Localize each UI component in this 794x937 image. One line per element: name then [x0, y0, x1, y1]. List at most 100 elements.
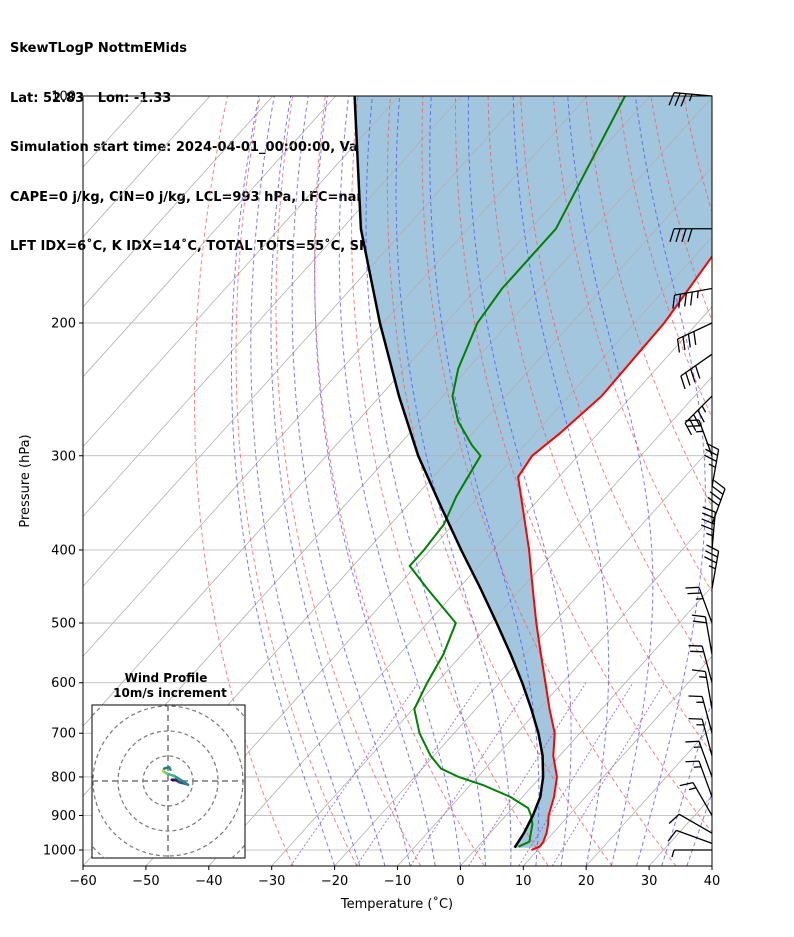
isotherm-line [711, 865, 712, 866]
wind-barb [685, 760, 713, 798]
wind-barb-flag [684, 292, 688, 307]
dry-adiabat-line [235, 96, 358, 866]
wind-barb-flag [685, 419, 700, 422]
isotherm-line [334, 446, 712, 866]
y-tick-label: 400 [51, 543, 76, 558]
wind-barb-flag [685, 760, 700, 763]
wind-barb-shaft [677, 322, 713, 340]
x-tick-label: −20 [321, 874, 348, 889]
wind-barb-shaft [701, 645, 713, 683]
wind-barb-flag [681, 228, 687, 242]
moist-adiabat-line [231, 96, 336, 866]
dry-adiabat-line [275, 96, 422, 866]
pressure-gridlines [83, 96, 712, 851]
moist-adiabat-line [686, 791, 712, 866]
wind-barb [685, 419, 713, 456]
wind-barb-half-flag [688, 94, 693, 102]
wind-barb-flag [701, 512, 716, 519]
x-tick-label: −50 [132, 874, 159, 889]
wind-barb-shaft [680, 353, 713, 377]
wind-barb-flag [707, 496, 720, 507]
isotherm-line [83, 96, 651, 727]
mixing-ratio-lines [290, 682, 665, 866]
isotherm-line [83, 96, 462, 518]
moist-adiabat-line [250, 96, 361, 866]
wind-barb [668, 92, 713, 107]
wind-barb-shaft [698, 587, 713, 624]
cin-shaded-area [354, 96, 712, 848]
wind-barb-flag [713, 480, 726, 490]
isotherm-line [397, 515, 712, 866]
wind-barbs [667, 92, 726, 858]
moist-adiabat-line [512, 96, 610, 866]
wind-barb-shaft [678, 813, 713, 834]
moist-adiabat-line [429, 96, 540, 866]
wind-barb-flag [682, 336, 686, 351]
wind-barb [688, 717, 713, 756]
y-tick-label: 800 [51, 770, 76, 785]
wind-barb-flag [704, 556, 717, 564]
wind-barb-flag [690, 368, 696, 383]
wind-barb-flag [704, 454, 717, 462]
wind-barb [668, 813, 713, 834]
wind-barb [688, 695, 713, 734]
y-tick-label: 100 [51, 90, 76, 105]
hodograph-trace-segment [165, 772, 176, 778]
wind-barb [672, 287, 713, 309]
x-axis-ticks: −60 −50 −40 −30 −20 −10 0 10 20 30 40 [69, 866, 720, 889]
wind-barb-half-flag [688, 787, 697, 791]
wind-barb-flag [667, 830, 677, 842]
wind-barb-shaft [698, 760, 713, 798]
y-tick-label: 300 [51, 449, 76, 464]
dry-adiabat-line [650, 96, 712, 322]
hodograph-plot [92, 705, 245, 858]
wind-barb-flag [693, 331, 697, 345]
wind-barb-flag [711, 485, 724, 495]
chart-title: SkewTLogP NottmEMids [10, 41, 188, 56]
isotherm-line [83, 96, 211, 238]
mixing-ratio-line [355, 682, 481, 866]
sounding-profiles [353, 96, 712, 851]
wind-barb-flag [680, 375, 686, 390]
hodograph-title: Wind Profile [125, 671, 208, 685]
wind-barb-shaft [704, 616, 713, 655]
x-tick-label: 30 [641, 874, 658, 889]
wind-barb-flag [691, 614, 706, 618]
moist-adiabat-line [711, 864, 712, 866]
wind-barb-flag [674, 92, 681, 107]
isotherm-line [585, 725, 712, 866]
dry-adiabat-line [314, 96, 485, 866]
mixing-ratio-line [468, 682, 587, 866]
x-tick-label: 10 [515, 874, 532, 889]
wind-barb [688, 644, 713, 683]
wind-barb-half-flag [693, 766, 702, 768]
y-tick-label: 700 [51, 727, 76, 742]
mixing-ratio-line [290, 682, 419, 866]
isotherm-line [460, 585, 712, 866]
wind-barb-flag [684, 422, 693, 436]
x-tick-label: 40 [704, 874, 721, 889]
y-axis-label: Pressure (hPa) [18, 434, 33, 527]
wind-barb [685, 740, 713, 778]
wind-barb-flag [702, 506, 716, 513]
y-tick-label: 200 [51, 316, 76, 331]
wind-barb-half-flag [695, 597, 704, 600]
wind-barb-shaft [701, 718, 713, 756]
isotherm-line [83, 96, 588, 657]
moist-adiabat-line [567, 96, 654, 866]
x-tick-label: −10 [384, 874, 411, 889]
wind-barb-half-flag [699, 676, 707, 679]
moist-adiabat-line [467, 96, 572, 866]
location-line: Lat: 52.83 Lon: -1.33 [10, 90, 172, 106]
wind-barb [680, 353, 713, 390]
wind-barb-flag [676, 338, 681, 353]
wind-barb-flag [694, 365, 701, 379]
wind-barb-flag [685, 586, 700, 589]
plot-area [83, 96, 712, 866]
cape-cin-shading [354, 96, 712, 848]
wind-barb-half-flag [701, 405, 707, 413]
dry-adiabat-line [421, 96, 677, 866]
y-axis-ticks: 100 200 300 400 500 600 700 800 900 1000 [43, 90, 83, 859]
dry-adiabat-line [386, 96, 613, 866]
